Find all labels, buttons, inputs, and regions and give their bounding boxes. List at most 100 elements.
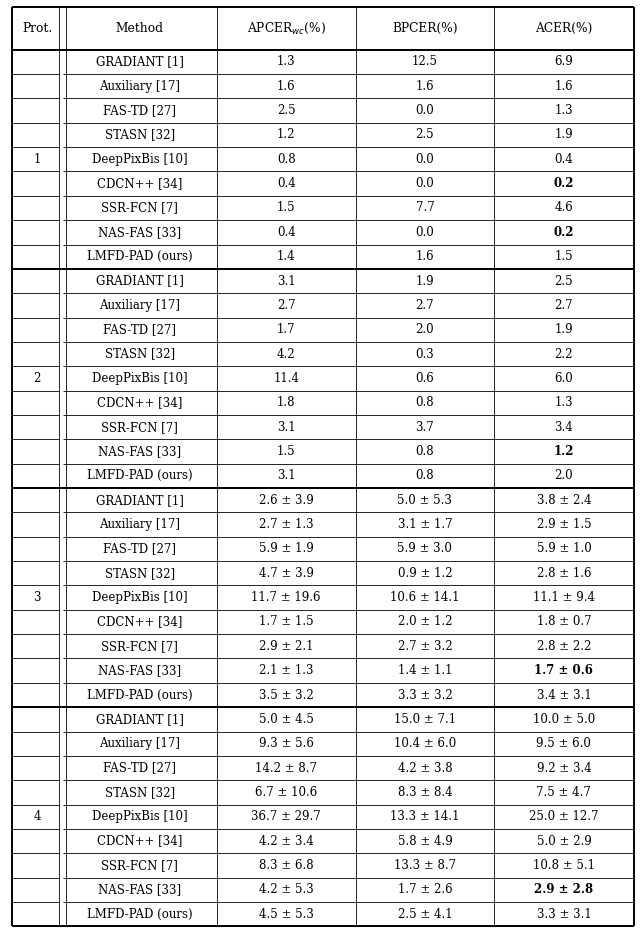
Text: 2.5: 2.5 bbox=[415, 128, 434, 142]
Text: SSR-FCN [7]: SSR-FCN [7] bbox=[101, 640, 178, 653]
Text: 1.9: 1.9 bbox=[555, 128, 573, 142]
Text: 0.0: 0.0 bbox=[415, 226, 435, 239]
Text: 4.2 ± 3.8: 4.2 ± 3.8 bbox=[397, 762, 452, 775]
Text: 10.4 ± 6.0: 10.4 ± 6.0 bbox=[394, 737, 456, 750]
Text: LMFD-PAD (ours): LMFD-PAD (ours) bbox=[87, 908, 193, 921]
Text: STASN [32]: STASN [32] bbox=[104, 347, 175, 360]
Text: 2.7 ± 3.2: 2.7 ± 3.2 bbox=[397, 640, 452, 653]
Text: 3.8 ± 2.4: 3.8 ± 2.4 bbox=[536, 493, 591, 506]
Text: GRADIANT [1]: GRADIANT [1] bbox=[96, 713, 184, 726]
Text: 2.7: 2.7 bbox=[555, 299, 573, 312]
Text: 2.0: 2.0 bbox=[555, 469, 573, 482]
Text: 6.7 ± 10.6: 6.7 ± 10.6 bbox=[255, 786, 317, 799]
Text: 3: 3 bbox=[33, 591, 41, 604]
Text: 5.9 ± 1.9: 5.9 ± 1.9 bbox=[259, 543, 314, 556]
Text: 1.3: 1.3 bbox=[555, 397, 573, 410]
Text: 0.8: 0.8 bbox=[277, 153, 296, 166]
Text: 1.5: 1.5 bbox=[277, 201, 296, 214]
Text: 0.2: 0.2 bbox=[554, 177, 574, 190]
Text: STASN [32]: STASN [32] bbox=[104, 567, 175, 580]
Text: 4.7 ± 3.9: 4.7 ± 3.9 bbox=[259, 567, 314, 580]
Text: 4.2: 4.2 bbox=[277, 347, 296, 360]
Text: 0.4: 0.4 bbox=[276, 177, 296, 190]
Text: 6.0: 6.0 bbox=[554, 372, 573, 385]
Text: 3.1: 3.1 bbox=[277, 421, 296, 434]
Text: STASN [32]: STASN [32] bbox=[104, 786, 175, 799]
Text: 4.2 ± 3.4: 4.2 ± 3.4 bbox=[259, 834, 314, 847]
Text: 15.0 ± 7.1: 15.0 ± 7.1 bbox=[394, 713, 456, 726]
Text: GRADIANT [1]: GRADIANT [1] bbox=[96, 55, 184, 68]
Text: 1.6: 1.6 bbox=[277, 80, 296, 93]
Text: 1.9: 1.9 bbox=[555, 323, 573, 336]
Text: CDCN++ [34]: CDCN++ [34] bbox=[97, 834, 182, 847]
Text: 10.6 ± 14.1: 10.6 ± 14.1 bbox=[390, 591, 460, 604]
Text: NAS-FAS [33]: NAS-FAS [33] bbox=[98, 884, 181, 897]
Text: LMFD-PAD (ours): LMFD-PAD (ours) bbox=[87, 689, 193, 702]
Text: 0.4: 0.4 bbox=[276, 226, 296, 239]
Text: 1.7 ± 0.6: 1.7 ± 0.6 bbox=[534, 664, 593, 677]
Text: 11.4: 11.4 bbox=[273, 372, 299, 385]
Text: 9.3 ± 5.6: 9.3 ± 5.6 bbox=[259, 737, 314, 750]
Text: 1.6: 1.6 bbox=[415, 250, 434, 263]
Text: ACER(%): ACER(%) bbox=[535, 22, 593, 35]
Text: 1.7 ± 2.6: 1.7 ± 2.6 bbox=[397, 884, 452, 897]
Text: 2.7: 2.7 bbox=[415, 299, 434, 312]
Text: 3.4 ± 3.1: 3.4 ± 3.1 bbox=[536, 689, 591, 702]
Text: 2.8 ± 1.6: 2.8 ± 1.6 bbox=[537, 567, 591, 580]
Text: 0.0: 0.0 bbox=[415, 153, 435, 166]
Text: Auxiliary [17]: Auxiliary [17] bbox=[99, 299, 180, 312]
Text: 1.6: 1.6 bbox=[415, 80, 434, 93]
Text: 1.4 ± 1.1: 1.4 ± 1.1 bbox=[397, 664, 452, 677]
Text: GRADIANT [1]: GRADIANT [1] bbox=[96, 275, 184, 288]
Text: CDCN++ [34]: CDCN++ [34] bbox=[97, 177, 182, 190]
Text: 2.5: 2.5 bbox=[277, 104, 296, 117]
Text: 1.6: 1.6 bbox=[555, 80, 573, 93]
Text: 0.3: 0.3 bbox=[415, 347, 435, 360]
Text: 2.9 ± 2.1: 2.9 ± 2.1 bbox=[259, 640, 314, 653]
Text: 3.3 ± 3.2: 3.3 ± 3.2 bbox=[397, 689, 452, 702]
Text: 1.3: 1.3 bbox=[277, 55, 296, 68]
Text: 0.8: 0.8 bbox=[415, 397, 434, 410]
Text: CDCN++ [34]: CDCN++ [34] bbox=[97, 615, 182, 628]
Text: 9.2 ± 3.4: 9.2 ± 3.4 bbox=[536, 762, 591, 775]
Text: Method: Method bbox=[116, 22, 164, 35]
Text: 5.0 ± 2.9: 5.0 ± 2.9 bbox=[536, 834, 591, 847]
Text: 1.2: 1.2 bbox=[277, 128, 296, 142]
Text: 1.5: 1.5 bbox=[277, 445, 296, 458]
Text: 2.0: 2.0 bbox=[415, 323, 434, 336]
Text: 2.9 ± 2.8: 2.9 ± 2.8 bbox=[534, 884, 593, 897]
Text: 1.5: 1.5 bbox=[555, 250, 573, 263]
Text: DeepPixBis [10]: DeepPixBis [10] bbox=[92, 372, 188, 385]
Text: FAS-TD [27]: FAS-TD [27] bbox=[103, 762, 176, 775]
Text: 3.3 ± 3.1: 3.3 ± 3.1 bbox=[536, 908, 591, 921]
Text: 8.3 ± 8.4: 8.3 ± 8.4 bbox=[397, 786, 452, 799]
Text: 10.0 ± 5.0: 10.0 ± 5.0 bbox=[533, 713, 595, 726]
Text: 14.2 ± 8.7: 14.2 ± 8.7 bbox=[255, 762, 317, 775]
Text: NAS-FAS [33]: NAS-FAS [33] bbox=[98, 664, 181, 677]
Text: Auxiliary [17]: Auxiliary [17] bbox=[99, 737, 180, 750]
Text: 4.5 ± 5.3: 4.5 ± 5.3 bbox=[259, 908, 314, 921]
Text: 5.0 ± 5.3: 5.0 ± 5.3 bbox=[397, 493, 452, 506]
Text: DeepPixBis [10]: DeepPixBis [10] bbox=[92, 810, 188, 823]
Text: 3.4: 3.4 bbox=[554, 421, 573, 434]
Text: 1.2: 1.2 bbox=[554, 445, 574, 458]
Text: 1.9: 1.9 bbox=[415, 275, 434, 288]
Text: 0.4: 0.4 bbox=[554, 153, 573, 166]
Text: 3.1 ± 1.7: 3.1 ± 1.7 bbox=[397, 518, 452, 531]
Text: 1.4: 1.4 bbox=[277, 250, 296, 263]
Text: 1.7 ± 1.5: 1.7 ± 1.5 bbox=[259, 615, 314, 628]
Text: 8.3 ± 6.8: 8.3 ± 6.8 bbox=[259, 859, 314, 872]
Text: 2.9 ± 1.5: 2.9 ± 1.5 bbox=[536, 518, 591, 531]
Text: 3.1: 3.1 bbox=[277, 275, 296, 288]
Text: NAS-FAS [33]: NAS-FAS [33] bbox=[98, 445, 181, 458]
Text: Auxiliary [17]: Auxiliary [17] bbox=[99, 80, 180, 93]
Text: 2: 2 bbox=[33, 372, 41, 385]
Text: 1.8 ± 0.7: 1.8 ± 0.7 bbox=[536, 615, 591, 628]
Text: 1.7: 1.7 bbox=[277, 323, 296, 336]
Text: 3.1: 3.1 bbox=[277, 469, 296, 482]
Text: 3.5 ± 3.2: 3.5 ± 3.2 bbox=[259, 689, 314, 702]
Text: FAS-TD [27]: FAS-TD [27] bbox=[103, 543, 176, 556]
Text: 4.6: 4.6 bbox=[554, 201, 573, 214]
Text: 4.2 ± 5.3: 4.2 ± 5.3 bbox=[259, 884, 314, 897]
Text: 2.6 ± 3.9: 2.6 ± 3.9 bbox=[259, 493, 314, 506]
